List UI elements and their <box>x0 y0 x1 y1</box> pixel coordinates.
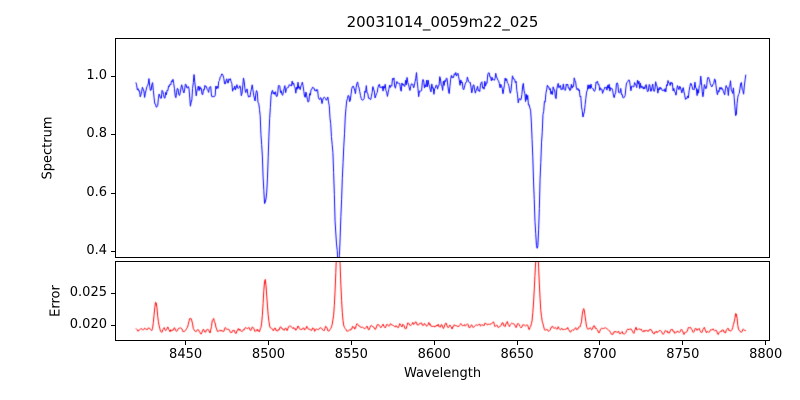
x-tick-label: 8650 <box>500 347 534 362</box>
error-panel <box>115 261 770 341</box>
x-tick-mark <box>433 341 435 345</box>
x-tick-mark <box>516 341 518 345</box>
x-axis-label: Wavelength <box>403 366 482 381</box>
y-tick-label: 0.025 <box>69 284 107 300</box>
y-tick-label: 0.020 <box>69 317 107 333</box>
x-tick-mark <box>350 341 352 345</box>
x-tick-label: 8800 <box>749 347 783 362</box>
y-tick-label: 0.8 <box>86 126 107 142</box>
x-tick-label: 8600 <box>417 347 451 362</box>
spectrum-line-canvas <box>116 39 769 257</box>
spectrum-panel <box>115 38 770 258</box>
x-tick-label: 8700 <box>583 347 617 362</box>
x-tick-label: 8550 <box>334 347 368 362</box>
x-tick-mark <box>267 341 269 345</box>
x-tick-label: 8750 <box>666 347 700 362</box>
y-tick-label: 0.6 <box>86 184 107 200</box>
chart-title: 20031014_0059m22_025 <box>346 13 539 31</box>
error-line-canvas <box>116 262 769 340</box>
x-tick-mark <box>765 341 767 345</box>
x-tick-label: 8500 <box>251 347 286 362</box>
y-tick-label: 1.0 <box>86 68 107 84</box>
spectrum-axis-label: Spectrum <box>40 116 56 180</box>
error-axis-label: Error <box>48 285 64 317</box>
x-tick-mark <box>185 341 187 345</box>
x-tick-mark <box>599 341 601 345</box>
y-tick-label: 0.4 <box>86 242 107 258</box>
x-tick-label: 8450 <box>169 347 203 362</box>
x-tick-mark <box>682 341 684 345</box>
